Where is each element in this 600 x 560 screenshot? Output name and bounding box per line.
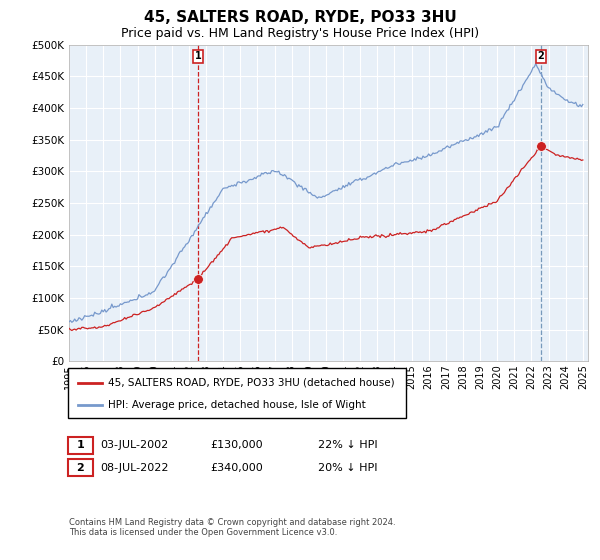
Text: 45, SALTERS ROAD, RYDE, PO33 3HU (detached house): 45, SALTERS ROAD, RYDE, PO33 3HU (detach… <box>108 378 395 388</box>
Text: 03-JUL-2002: 03-JUL-2002 <box>100 440 169 450</box>
Text: 22% ↓ HPI: 22% ↓ HPI <box>318 440 377 450</box>
Text: 2: 2 <box>77 463 84 473</box>
Text: £340,000: £340,000 <box>210 463 263 473</box>
Text: HPI: Average price, detached house, Isle of Wight: HPI: Average price, detached house, Isle… <box>108 400 366 410</box>
Text: 08-JUL-2022: 08-JUL-2022 <box>100 463 169 473</box>
Text: Price paid vs. HM Land Registry's House Price Index (HPI): Price paid vs. HM Land Registry's House … <box>121 27 479 40</box>
Text: £130,000: £130,000 <box>210 440 263 450</box>
Text: 1: 1 <box>195 51 202 61</box>
Text: Contains HM Land Registry data © Crown copyright and database right 2024.
This d: Contains HM Land Registry data © Crown c… <box>69 518 395 538</box>
Text: 45, SALTERS ROAD, RYDE, PO33 3HU: 45, SALTERS ROAD, RYDE, PO33 3HU <box>143 10 457 25</box>
Text: 20% ↓ HPI: 20% ↓ HPI <box>318 463 377 473</box>
Text: 1: 1 <box>77 440 84 450</box>
Text: 2: 2 <box>538 51 544 61</box>
